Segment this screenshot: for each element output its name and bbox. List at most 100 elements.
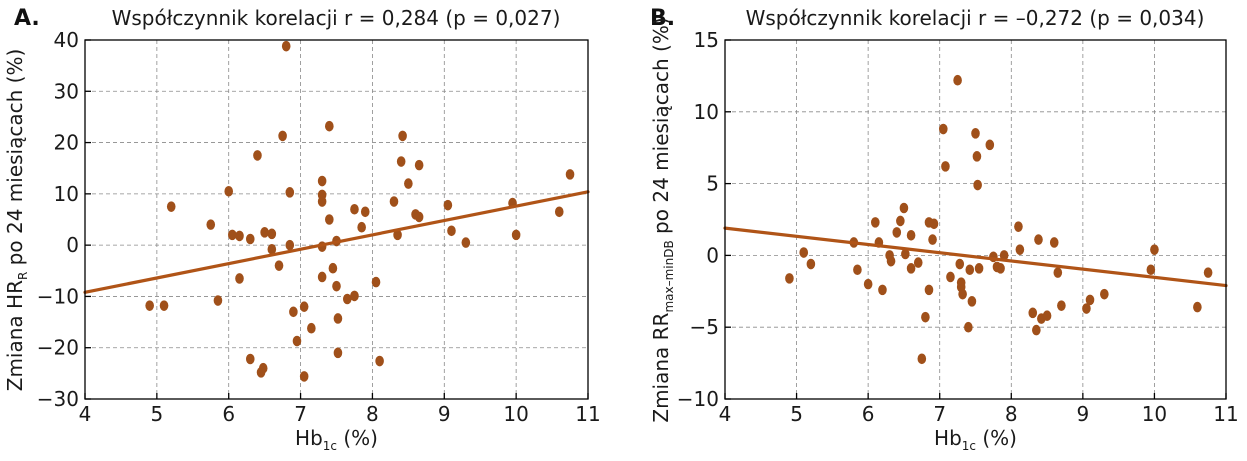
x-tick-label: 7 bbox=[294, 402, 307, 426]
trend-line bbox=[83, 190, 590, 294]
data-point bbox=[1193, 301, 1202, 313]
data-point bbox=[360, 206, 370, 218]
data-point bbox=[278, 130, 287, 142]
data-point bbox=[965, 264, 975, 276]
x-tick-label: 11 bbox=[575, 402, 600, 426]
x-tick-label: 5 bbox=[790, 402, 803, 426]
x-tick-label: 4 bbox=[719, 402, 732, 426]
y-axis-label-sub: max–minDB bbox=[662, 240, 676, 312]
data-point bbox=[511, 229, 521, 241]
data-point bbox=[974, 263, 984, 274]
data-point bbox=[972, 151, 982, 162]
data-point bbox=[1082, 303, 1091, 314]
x-axis-label: Hb1c (%) bbox=[934, 426, 1017, 453]
data-point bbox=[906, 229, 916, 241]
data-point bbox=[996, 263, 1005, 274]
plot-frame bbox=[724, 39, 1227, 400]
data-point bbox=[443, 199, 453, 211]
data-point bbox=[892, 227, 902, 238]
data-point bbox=[389, 196, 399, 207]
data-point bbox=[285, 187, 295, 198]
data-point bbox=[325, 214, 334, 225]
data-point bbox=[317, 175, 327, 187]
y-axis-label-suffix: po 24 miesiącach (%) bbox=[3, 49, 27, 272]
data-point bbox=[414, 211, 424, 223]
data-point bbox=[901, 248, 910, 260]
data-point bbox=[913, 257, 923, 268]
data-point bbox=[906, 263, 916, 274]
x-axis-label-suffix: (%) bbox=[976, 426, 1017, 450]
data-point bbox=[228, 229, 237, 241]
y-tick-label: −20 bbox=[37, 336, 79, 360]
data-point bbox=[224, 185, 234, 197]
data-point bbox=[999, 250, 1009, 261]
data-point bbox=[357, 221, 366, 233]
data-point bbox=[785, 273, 794, 284]
data-point bbox=[267, 228, 277, 240]
x-tick-label: 8 bbox=[366, 402, 379, 426]
data-point bbox=[371, 276, 381, 288]
x-tick-label: 5 bbox=[150, 402, 163, 426]
data-point bbox=[285, 239, 295, 251]
data-point bbox=[350, 290, 359, 302]
data-point bbox=[281, 40, 291, 52]
data-point bbox=[328, 262, 338, 274]
x-tick-label: 7 bbox=[933, 402, 946, 426]
y-tick-label: −5 bbox=[690, 315, 719, 339]
y-tick-label: −30 bbox=[37, 387, 79, 411]
x-tick-label: 10 bbox=[1142, 402, 1167, 426]
data-point bbox=[946, 271, 955, 283]
data-point bbox=[1203, 267, 1213, 278]
x-axis-label-main: Hb bbox=[295, 426, 323, 450]
data-point bbox=[958, 288, 967, 300]
data-point bbox=[964, 321, 973, 333]
x-axis-label-main: Hb bbox=[934, 426, 962, 450]
panel-b: B. Współczynnik korelacji r = –0,272 (p =… bbox=[649, 6, 1239, 453]
data-point bbox=[245, 353, 255, 365]
data-point bbox=[929, 218, 939, 230]
plot-frame bbox=[84, 39, 589, 400]
data-point bbox=[1015, 244, 1025, 255]
x-tick-label: 8 bbox=[1005, 402, 1018, 426]
y-tick-label: 30 bbox=[54, 79, 79, 103]
data-point bbox=[235, 230, 244, 242]
y-axis-label-suffix: po 24 miesiącach (%) bbox=[649, 17, 673, 240]
data-point bbox=[396, 156, 406, 167]
data-point bbox=[299, 371, 309, 382]
chart-title: Współczynnik korelacji r = –0,272 (p = 0… bbox=[746, 6, 1205, 30]
data-point bbox=[299, 301, 309, 312]
y-tick-label: 0 bbox=[706, 243, 719, 267]
data-point bbox=[317, 196, 327, 207]
x-axis-label-sub: 1c bbox=[962, 439, 976, 453]
y-tick-label: 0 bbox=[66, 233, 79, 257]
data-point bbox=[235, 273, 244, 284]
data-point bbox=[1014, 221, 1023, 232]
data-point bbox=[333, 347, 343, 359]
data-point bbox=[332, 280, 341, 292]
data-point bbox=[1150, 244, 1159, 255]
y-tick-label: 40 bbox=[54, 28, 79, 52]
data-point bbox=[342, 293, 352, 305]
data-point bbox=[971, 128, 980, 139]
data-point bbox=[325, 120, 334, 132]
data-point bbox=[1049, 237, 1059, 248]
data-point bbox=[375, 355, 384, 367]
data-point bbox=[928, 234, 937, 245]
data-point bbox=[253, 150, 262, 161]
data-point bbox=[333, 313, 343, 324]
data-point bbox=[317, 271, 327, 283]
y-tick-label: −10 bbox=[37, 284, 79, 308]
data-point bbox=[461, 237, 471, 248]
data-point bbox=[1146, 264, 1156, 276]
data-point bbox=[967, 296, 977, 307]
data-point bbox=[973, 179, 982, 191]
data-point bbox=[307, 322, 316, 334]
data-point bbox=[863, 278, 873, 290]
x-tick-label: 6 bbox=[222, 402, 235, 426]
data-point bbox=[955, 258, 965, 270]
data-point bbox=[871, 217, 880, 228]
data-point bbox=[267, 243, 277, 255]
data-point bbox=[1085, 294, 1095, 306]
data-point bbox=[159, 300, 169, 311]
